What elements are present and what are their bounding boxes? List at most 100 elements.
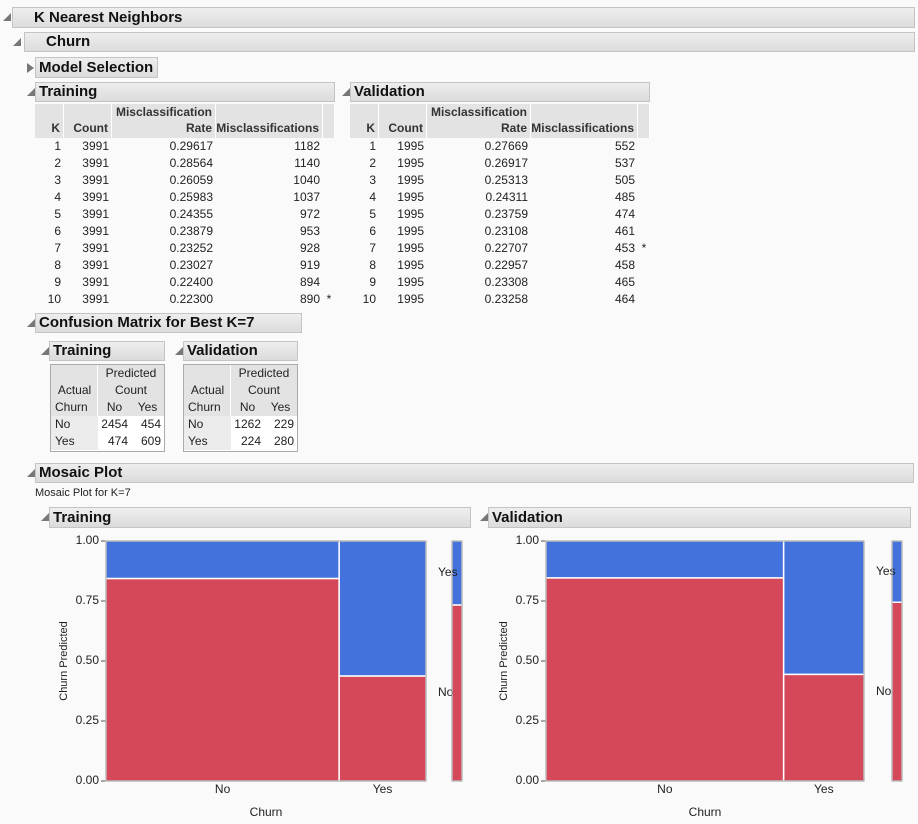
table-cell: 3: [54, 173, 61, 187]
table-cell: 1995: [397, 139, 424, 153]
column-header: Misclassifications: [531, 104, 638, 138]
table-cell: 1995: [397, 241, 424, 255]
table-cell: 3991: [82, 190, 109, 204]
section-header[interactable]: Churn: [24, 32, 915, 52]
section-header[interactable]: Training: [49, 341, 165, 361]
disclosure-toggle[interactable]: [27, 88, 35, 96]
table-cell: 1037: [293, 190, 320, 204]
table-cell: 5: [369, 207, 376, 221]
y-tick-label: 0.50: [516, 653, 540, 667]
table-cell: 6: [54, 224, 61, 238]
disclosure-toggle[interactable]: [175, 347, 183, 355]
table-cell: 1: [369, 139, 376, 153]
table-cell: 9: [369, 275, 376, 289]
disclosure-toggle[interactable]: [13, 38, 21, 46]
section-header[interactable]: Confusion Matrix for Best K=7: [35, 313, 302, 333]
section-header[interactable]: Validation: [488, 507, 911, 528]
predicted-label: Predicted: [238, 366, 290, 380]
row-label: Yes: [51, 433, 98, 450]
mosaic-cell: [105, 540, 340, 580]
matrix-cell: 454: [140, 417, 161, 431]
count-label: Count: [247, 383, 281, 397]
matrix-header: [98, 365, 164, 416]
column-header: K: [350, 104, 379, 138]
disclosure-toggle[interactable]: [27, 63, 34, 73]
table-cell: 3991: [82, 207, 109, 221]
plot-frame: [545, 540, 865, 782]
table-cell: 0.22707: [484, 241, 528, 255]
predicted-label: Predicted: [105, 366, 157, 380]
matrix-cell: 609: [140, 434, 161, 448]
column-header: [638, 104, 650, 138]
table-cell: 552: [614, 139, 635, 153]
marginal-frame: [891, 540, 903, 782]
table-cell: 1040: [293, 173, 320, 187]
y-tick-label: 0.00: [516, 773, 540, 787]
x-category-label: Yes: [373, 782, 393, 796]
table-cell: 10: [362, 292, 376, 306]
table-cell: 537: [614, 156, 635, 170]
mosaic-cell: [105, 577, 340, 782]
table-cell: 3991: [82, 275, 109, 289]
column-header: Count: [64, 104, 112, 138]
section-header[interactable]: Training: [35, 82, 335, 102]
y-tick-label: 1.00: [516, 533, 540, 547]
disclosure-toggle[interactable]: [27, 319, 35, 327]
mosaic-cell: [545, 540, 785, 579]
disclosure-toggle[interactable]: [342, 88, 350, 96]
table-cell: 1995: [397, 224, 424, 238]
y-tick-label: 0.75: [76, 593, 100, 607]
table-cell: 474: [614, 207, 635, 221]
marginal-cell: [891, 601, 903, 782]
section-header[interactable]: Validation: [183, 341, 298, 361]
disclosure-toggle[interactable]: [3, 13, 11, 21]
section-header[interactable]: Validation: [350, 82, 650, 102]
disclosure-toggle[interactable]: [41, 513, 49, 521]
section-header[interactable]: Model Selection: [35, 57, 158, 78]
matrix-header: [231, 365, 297, 416]
table-cell: 3991: [82, 139, 109, 153]
table-cell: 953: [299, 224, 320, 238]
legend-label: Yes: [876, 564, 896, 578]
matrix-cell: 1262: [234, 417, 261, 431]
row-label: No: [51, 416, 98, 433]
column-header: Misclassification Rate: [427, 104, 531, 138]
plot-frame: [105, 540, 427, 782]
table-cell: 928: [299, 241, 320, 255]
matrix-cell: 474: [107, 434, 128, 448]
disclosure-toggle[interactable]: [41, 347, 49, 355]
section-header[interactable]: Training: [49, 507, 471, 528]
matrix-cell: 229: [273, 417, 294, 431]
section-header[interactable]: Mosaic Plot: [35, 463, 914, 483]
best-marker: *: [326, 292, 332, 306]
table-cell: 2: [369, 156, 376, 170]
table-cell: 0.25313: [484, 173, 528, 187]
column-label: Yes: [137, 400, 158, 414]
disclosure-toggle[interactable]: [480, 513, 488, 521]
table-cell: 3991: [82, 241, 109, 255]
table-cell: 0.24355: [169, 207, 213, 221]
table-cell: 8: [54, 258, 61, 272]
y-tick-label: 1.00: [76, 533, 100, 547]
legend-label: Yes: [438, 565, 458, 579]
section-header[interactable]: K Nearest Neighbors: [12, 7, 915, 28]
disclosure-toggle[interactable]: [27, 469, 35, 477]
table-cell: 0.26917: [484, 156, 528, 170]
legend-label: No: [876, 684, 892, 698]
matrix-cell: 2454: [101, 417, 128, 431]
table-cell: 1182: [294, 139, 320, 153]
count-label: Count: [114, 383, 148, 397]
mosaic-cell: [545, 577, 785, 782]
actual-label: Actual: [190, 383, 225, 397]
y-tick-label: 0.50: [76, 653, 100, 667]
row-label: Yes: [184, 433, 231, 450]
table-cell: 3991: [82, 292, 109, 306]
column-header: Misclassification Rate: [112, 104, 216, 138]
table-cell: 461: [614, 224, 635, 238]
table-cell: 4: [54, 190, 61, 204]
matrix-header: [51, 365, 98, 416]
table-cell: 0.23879: [169, 224, 213, 238]
column-header: [323, 104, 335, 138]
best-marker: *: [641, 241, 647, 255]
table-cell: 3991: [82, 224, 109, 238]
